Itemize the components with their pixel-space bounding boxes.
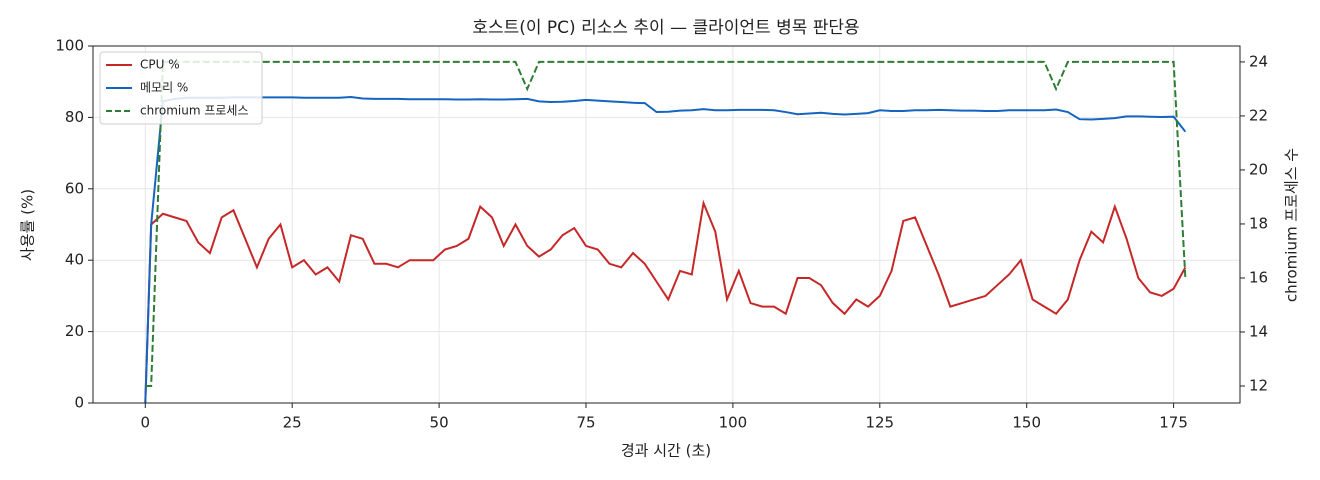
y2-tick-label: 20 bbox=[1249, 160, 1268, 178]
plot-frame bbox=[92, 45, 1241, 404]
series-line bbox=[144, 96, 1187, 404]
y2-axis-label: chromium 프로세스 수 bbox=[1283, 148, 1301, 302]
y-axis-label: 사용률 (%) bbox=[19, 189, 37, 261]
x-tick-label: 25 bbox=[283, 414, 302, 432]
x-tick-label: 50 bbox=[430, 414, 449, 432]
x-tick-label: 125 bbox=[865, 414, 894, 432]
x-tick-label: 100 bbox=[719, 414, 748, 432]
y-tick-label: 20 bbox=[65, 322, 84, 340]
legend-label: chromium 프로세스 bbox=[140, 104, 249, 118]
legend-label: CPU % bbox=[140, 58, 180, 72]
x-tick-label: 150 bbox=[1012, 414, 1041, 432]
y2-tick-label: 18 bbox=[1249, 214, 1268, 232]
series-line bbox=[144, 199, 1187, 404]
y-tick-label: 100 bbox=[55, 37, 84, 55]
y-tick-label: 0 bbox=[74, 394, 84, 412]
y2-tick-label: 12 bbox=[1249, 376, 1268, 394]
x-tick-label: 175 bbox=[1159, 414, 1188, 432]
y2-tick-label: 14 bbox=[1249, 322, 1268, 340]
x-axis-label: 경과 시간 (초) bbox=[621, 442, 711, 460]
y-tick-label: 40 bbox=[65, 251, 84, 269]
series-line bbox=[145, 60, 1187, 387]
y2-tick-label: 16 bbox=[1249, 268, 1268, 286]
x-tick-label: 0 bbox=[141, 414, 151, 432]
legend-label: 메모리 % bbox=[140, 81, 188, 95]
y2-tick-label: 24 bbox=[1249, 52, 1268, 70]
chart-title: 호스트(이 PC) 리소스 추이 — 클라이언트 병목 판단용 bbox=[472, 18, 859, 38]
y2-tick-label: 22 bbox=[1249, 106, 1268, 124]
y-tick-label: 60 bbox=[65, 179, 84, 197]
legend-box bbox=[99, 51, 263, 125]
x-tick-label: 75 bbox=[576, 414, 595, 432]
y-tick-label: 80 bbox=[65, 108, 84, 126]
